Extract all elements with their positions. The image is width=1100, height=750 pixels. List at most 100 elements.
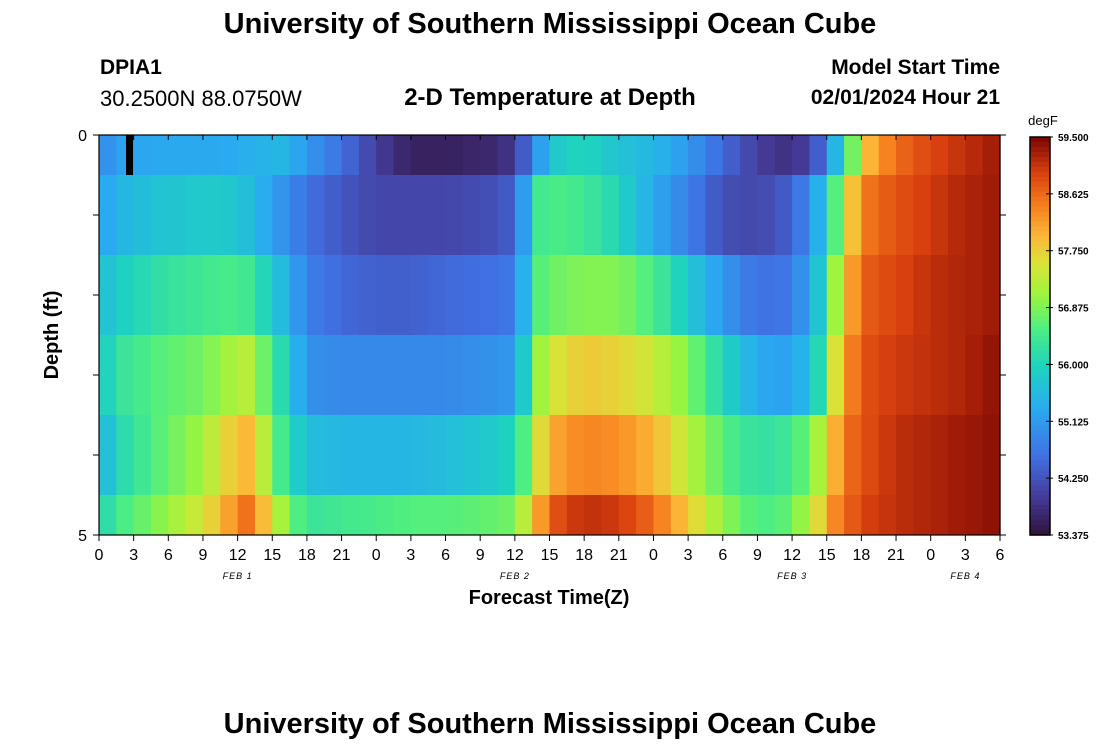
heatmap-cell — [913, 335, 932, 415]
heatmap-cell — [913, 495, 932, 535]
heatmap-cell — [220, 255, 239, 335]
heatmap-cell — [393, 175, 412, 255]
heatmap-cell — [688, 495, 707, 535]
colorbar-segment — [1030, 336, 1050, 342]
heatmap-cell — [584, 495, 603, 535]
colorbar-segment — [1030, 146, 1050, 153]
colorbar-segment — [1030, 141, 1050, 148]
heatmap-cell — [150, 495, 169, 535]
heatmap-cell — [185, 255, 204, 335]
colorbar-segment — [1030, 530, 1050, 536]
heatmap-cell — [705, 135, 724, 175]
heatmap-cell — [636, 175, 655, 255]
heatmap-cell — [393, 255, 412, 335]
heatmap-cell — [913, 255, 932, 335]
x-tick-label: 18 — [852, 547, 870, 564]
heatmap-cell — [965, 135, 984, 175]
colorbar-segment — [1030, 226, 1050, 233]
heatmap-cell — [618, 335, 637, 415]
heatmap-cell — [722, 415, 741, 495]
heatmap-cell — [532, 335, 551, 415]
colorbar-segment — [1030, 186, 1050, 193]
colorbar-segment — [1030, 326, 1050, 332]
heatmap-cell — [237, 495, 256, 535]
heatmap-cell — [844, 495, 862, 535]
heatmap-cell — [930, 415, 949, 495]
colorbar-segment — [1030, 241, 1050, 248]
heatmap-cell — [168, 415, 187, 495]
heatmap-cell — [237, 135, 256, 175]
heatmap-cell — [774, 415, 793, 495]
heatmap-cell — [514, 175, 533, 255]
heatmap-cell — [116, 335, 135, 415]
heatmap-cell — [497, 135, 516, 175]
heatmap-cell — [306, 175, 325, 255]
heatmap-cell — [774, 335, 793, 415]
colorbar-segment — [1030, 345, 1050, 352]
heatmap-cell — [445, 415, 464, 495]
colorbar-segment — [1030, 475, 1050, 481]
model-start-label: Model Start Time — [831, 56, 1000, 79]
heatmap-cell — [584, 135, 603, 175]
heatmap-cell — [584, 415, 603, 495]
heatmap-cell — [861, 415, 880, 495]
heatmap-cell — [740, 335, 759, 415]
heatmap-cell — [376, 415, 395, 495]
heatmap-cell — [324, 255, 343, 335]
heatmap-cell — [896, 255, 914, 335]
heatmap-cell — [896, 135, 914, 175]
heatmap-cell — [410, 255, 429, 335]
colorbar-segment — [1030, 156, 1050, 163]
heatmap-cell — [930, 255, 949, 335]
heatmap-cell — [618, 255, 637, 335]
heatmap-cell — [185, 415, 204, 495]
heatmap-cell — [341, 335, 360, 415]
heatmap-cell — [99, 175, 117, 255]
heatmap-cell — [358, 255, 377, 335]
heatmap-cell — [185, 495, 204, 535]
colorbar-segment — [1030, 196, 1050, 203]
date-label: FEB 3 — [777, 571, 807, 581]
heatmap-cell — [324, 175, 343, 255]
heatmap-cell — [116, 495, 135, 535]
heatmap-cell — [202, 255, 221, 335]
heatmap-cell — [202, 495, 221, 535]
heatmap-cell — [185, 135, 204, 175]
heatmap-cell — [826, 495, 845, 535]
heatmap-cell — [792, 495, 811, 535]
heatmap-cell — [982, 335, 1001, 415]
heatmap-cell — [202, 335, 221, 415]
heatmap-cell — [289, 335, 308, 415]
colorbar-tick-label: 57.750 — [1058, 247, 1089, 258]
colorbar-segment — [1030, 370, 1050, 377]
heatmap-cell — [150, 135, 169, 175]
date-label: FEB 2 — [500, 571, 530, 581]
station-id: DPIA1 — [100, 56, 162, 79]
colorbar-segment — [1030, 291, 1050, 297]
heatmap-cell — [168, 495, 187, 535]
heatmap-cell — [618, 135, 637, 175]
heatmap-cell — [948, 255, 966, 335]
heatmap-cell — [272, 255, 291, 335]
colorbar-segment — [1030, 161, 1050, 168]
colorbar-segment — [1030, 271, 1050, 277]
heatmap-cell — [705, 335, 724, 415]
footer-title: University of Southern Mississippi Ocean… — [223, 708, 877, 740]
heatmap-cell — [982, 135, 1001, 175]
colorbar-segment — [1030, 316, 1050, 322]
heatmap-cell — [618, 495, 637, 535]
colorbar-segment — [1030, 390, 1050, 397]
date-label: FEB 4 — [950, 571, 980, 581]
colorbar-segment — [1030, 256, 1050, 262]
x-axis: 0 3 6 9 12 15 18 21 0 3 6 9 12 15 18 21 0 3 6 9 12 15 18 21 0 3 6 F… — [95, 135, 1005, 581]
heatmap-cell — [584, 175, 603, 255]
heatmap-cell — [809, 135, 828, 175]
heatmap-cell — [618, 175, 637, 255]
colorbar-segment — [1030, 470, 1050, 476]
colorbar-segment — [1030, 137, 1050, 143]
heatmap-cell — [341, 415, 360, 495]
heatmap-cell — [844, 175, 862, 255]
heatmap-cell — [393, 135, 412, 175]
